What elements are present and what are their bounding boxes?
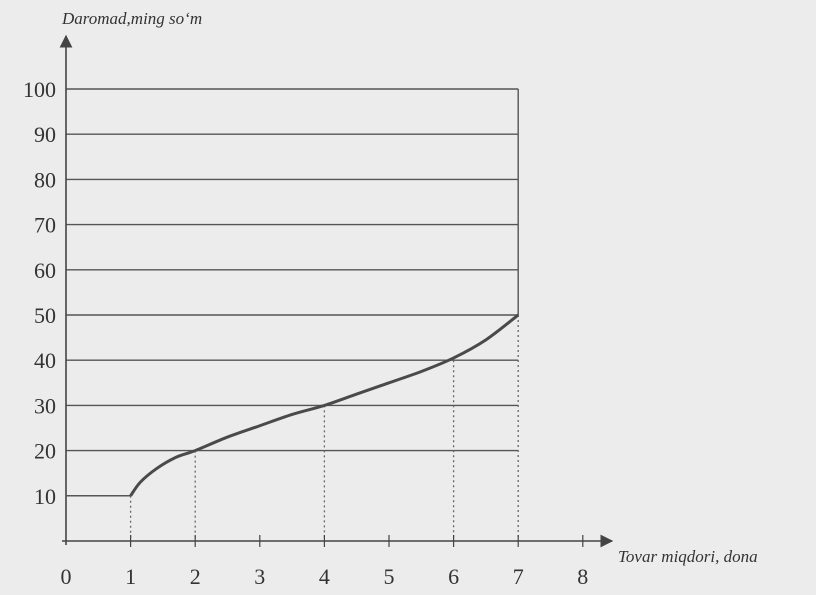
y-tick-label-100: 100 xyxy=(23,77,56,102)
axes-layer xyxy=(59,34,614,548)
y-tick-label-50: 50 xyxy=(34,303,56,328)
x-tick-label-1: 1 xyxy=(125,564,136,589)
y-tick-label-40: 40 xyxy=(34,348,56,373)
x-axis-title: Tovar miqdori, dona xyxy=(618,547,758,566)
y-tick-label-90: 90 xyxy=(34,122,56,147)
y-tick-label-60: 60 xyxy=(34,258,56,283)
series-layer xyxy=(66,313,520,497)
y-tick-label-80: 80 xyxy=(34,167,56,192)
x-tick-label-8: 8 xyxy=(577,564,588,589)
x-tick-label-2: 2 xyxy=(190,564,201,589)
y-tick-label-70: 70 xyxy=(34,213,56,238)
y-tick-label-30: 30 xyxy=(34,393,56,418)
y-tick-label-10: 10 xyxy=(34,484,56,509)
x-tick-label-4: 4 xyxy=(319,564,330,589)
y-axis-title: Daromad,ming so‘m xyxy=(61,9,202,28)
x-tick-label-3: 3 xyxy=(254,564,265,589)
x-tick-label-7: 7 xyxy=(513,564,524,589)
x-tick-label-5: 5 xyxy=(384,564,395,589)
ticks-layer: 10 20 30 40 50 60 70 80 90 100 0 1 2 3 4 5 6 7 8 xyxy=(23,77,588,589)
grid-layer xyxy=(66,88,519,452)
x-tick-label-0: 0 xyxy=(61,564,72,589)
x-tick-label-6: 6 xyxy=(448,564,459,589)
dotted-drops-layer xyxy=(129,315,519,541)
series-line-0 xyxy=(129,313,520,497)
y-tick-label-20: 20 xyxy=(34,439,56,464)
